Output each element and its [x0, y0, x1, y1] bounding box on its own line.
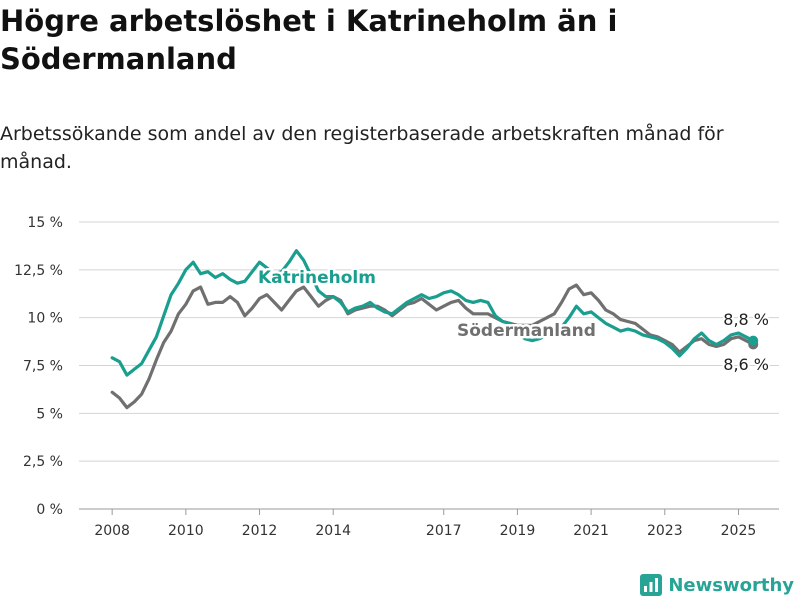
chart-title: Högre arbetslöshet i Katrineholm än i Sö…: [0, 4, 618, 76]
end-label-katrineholm: 8,8 %: [723, 310, 769, 329]
x-tick-label: 2014: [315, 523, 351, 539]
x-tick-label: 2008: [94, 523, 130, 539]
y-tick-label: 15 %: [27, 215, 63, 231]
y-tick-label: 2,5 %: [23, 454, 63, 470]
series-line-katrineholm: [110, 249, 755, 377]
y-tick-label: 10 %: [27, 311, 63, 327]
series-lines: [110, 249, 759, 410]
x-tick-label: 2025: [721, 523, 757, 539]
grid-lines: [79, 221, 779, 510]
y-tick-label: 7,5 %: [23, 359, 63, 375]
y-tick-label: 12,5 %: [14, 263, 63, 279]
y-tick-label: 5 %: [36, 406, 63, 422]
series-labels: Katrineholm Södermanland 8,8 % 8,6 %: [256, 266, 772, 377]
axes: 0 % 2,5 % 5 % 7,5 % 10 % 12,5 % 15 % 2008 2010 20…: [14, 215, 756, 539]
x-tick-label: 2019: [500, 523, 536, 539]
x-tick-label: 2017: [426, 523, 462, 539]
brand-name: Newsworthy: [668, 574, 794, 596]
x-tick-label: 2010: [168, 523, 204, 539]
x-tick-label: 2012: [242, 523, 278, 539]
x-tick-label: 2021: [573, 523, 609, 539]
end-point-katrineholm: [748, 335, 759, 346]
chart-subtitle: Arbetssökande som andel av den registerb…: [0, 123, 724, 173]
series-line-sodermanland: [110, 283, 755, 410]
brand-logo: Newsworthy: [640, 574, 794, 596]
y-tick-label: 0 %: [36, 502, 63, 518]
series-name-sodermanland: Södermanland: [457, 321, 596, 341]
end-label-sodermanland: 8,6 %: [723, 355, 769, 374]
series-name-katrineholm: Katrineholm: [258, 268, 376, 288]
newsworthy-icon: [640, 574, 663, 596]
x-tick-label: 2023: [647, 523, 683, 539]
